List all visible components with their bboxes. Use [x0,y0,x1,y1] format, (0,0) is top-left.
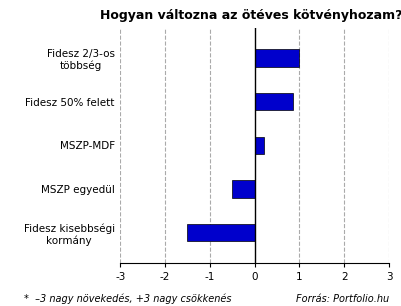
Bar [255,49,300,67]
Bar [255,93,293,110]
Bar [255,136,263,154]
Title: Hogyan változna az ötéves kötvényhozam?*: Hogyan változna az ötéves kötvényhozam?* [100,9,401,22]
Bar [232,180,255,198]
Text: *  –3 nagy növekedés, +3 nagy csökkenés: * –3 nagy növekedés, +3 nagy csökkenés [24,294,231,304]
Text: Forrás: Portfolio.hu: Forrás: Portfolio.hu [296,294,389,304]
Bar [187,224,255,241]
